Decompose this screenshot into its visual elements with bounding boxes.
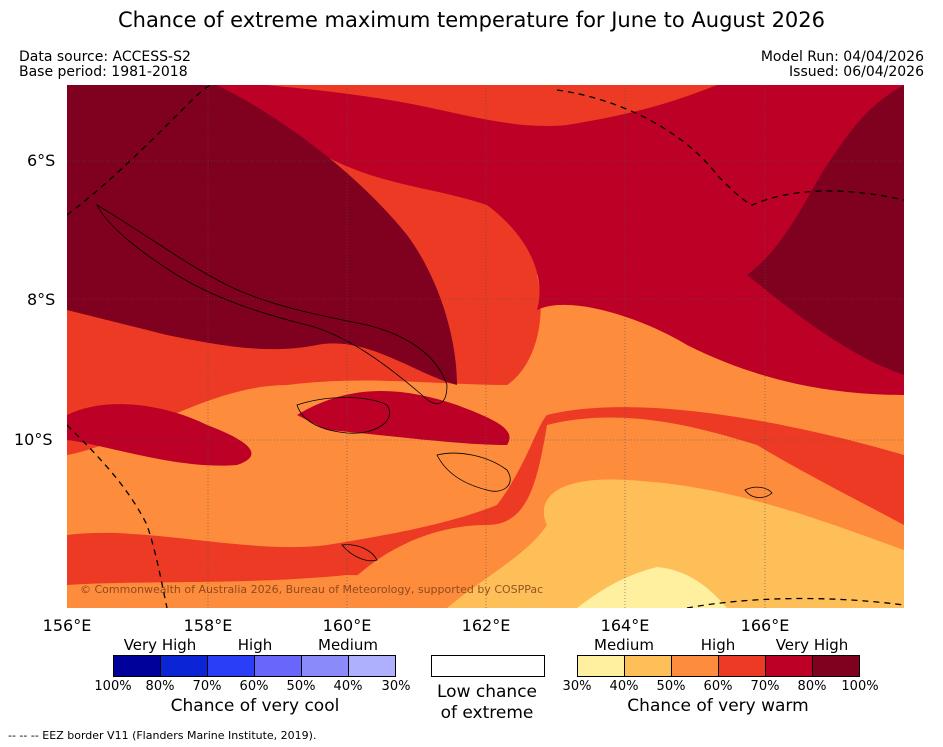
lat-label-8s: 8°S bbox=[27, 290, 56, 309]
lon-label-166e: 166°E bbox=[740, 616, 790, 635]
cool-swatch-70-80 bbox=[160, 655, 208, 677]
warm-tick-80: 80% bbox=[797, 679, 827, 694]
map-region-40-50 bbox=[447, 479, 904, 608]
base-period: Base period: 1981-2018 bbox=[19, 64, 188, 80]
warm-tick-50: 50% bbox=[656, 679, 686, 694]
eez-footnote: -- -- -- EEZ border V11 (Flanders Marine… bbox=[8, 729, 317, 742]
model-run: Model Run: 04/04/2026 bbox=[760, 49, 924, 65]
warm-cat-very-high: Very High bbox=[775, 636, 849, 654]
warm-swatch-30-40 bbox=[577, 655, 625, 677]
eez-border-east bbox=[556, 89, 904, 206]
cool-tick-70: 70% bbox=[192, 679, 222, 694]
low-chance-swatch bbox=[431, 655, 545, 677]
low-chance-line2: of extreme bbox=[440, 703, 534, 723]
solomon-islands-outline bbox=[96, 203, 448, 405]
cool-swatch-60-70 bbox=[207, 655, 255, 677]
cool-tick-80: 80% bbox=[145, 679, 175, 694]
cool-tick-100: 100% bbox=[94, 679, 132, 694]
map-title: Chance of extreme maximum temperature fo… bbox=[117, 8, 826, 32]
lon-label-164e: 164°E bbox=[600, 616, 650, 635]
warm-legend-title: Chance of very warm bbox=[627, 696, 809, 716]
warm-tick-100: 100% bbox=[841, 679, 879, 694]
lon-label-162e: 162°E bbox=[461, 616, 511, 635]
warm-swatch-80-100 bbox=[812, 655, 860, 677]
lat-label-10s: 10°S bbox=[14, 430, 53, 449]
cool-tick-60: 60% bbox=[239, 679, 269, 694]
lat-label-6s: 6°S bbox=[27, 151, 56, 170]
map-region-80-100 bbox=[67, 85, 457, 385]
probability-map bbox=[67, 85, 904, 608]
guadalcanal-outline bbox=[296, 397, 390, 434]
lon-label-160e: 160°E bbox=[322, 616, 372, 635]
cool-tick-30: 30% bbox=[381, 679, 411, 694]
map-region-70-80-west bbox=[67, 404, 252, 466]
warm-tick-70: 70% bbox=[750, 679, 780, 694]
cool-cat-very-high: Very High bbox=[123, 636, 197, 654]
meta-right: Model Run: 04/04/2026 Issued: 06/04/2026 bbox=[761, 50, 924, 80]
warm-swatch-60-70 bbox=[718, 655, 766, 677]
lon-label-156e: 156°E bbox=[42, 616, 92, 635]
map-region-70-80-central bbox=[297, 391, 510, 445]
cool-tick-50: 50% bbox=[286, 679, 316, 694]
warm-tick-30: 30% bbox=[562, 679, 592, 694]
warm-swatch-40-50 bbox=[624, 655, 672, 677]
warm-tick-60: 60% bbox=[703, 679, 733, 694]
cool-tick-40: 40% bbox=[333, 679, 363, 694]
cool-cat-high: High bbox=[237, 636, 273, 654]
makira-outline bbox=[436, 452, 511, 492]
cool-swatch-80-100 bbox=[113, 655, 161, 677]
santa-cruz-outline bbox=[744, 486, 773, 498]
map-region-30-40 bbox=[577, 567, 727, 608]
eez-border-west bbox=[67, 85, 213, 216]
warm-cat-high: High bbox=[700, 636, 736, 654]
issued-date: Issued: 06/04/2026 bbox=[789, 64, 924, 80]
cool-swatch-50-60 bbox=[254, 655, 302, 677]
lon-label-158e: 158°E bbox=[183, 616, 233, 635]
eez-border-southwest bbox=[67, 424, 168, 608]
cool-swatch-30-40 bbox=[348, 655, 396, 677]
warm-cat-medium: Medium bbox=[594, 636, 654, 654]
warm-swatch-50-60 bbox=[671, 655, 719, 677]
copyright-notice: © Commonwealth of Australia 2026, Bureau… bbox=[80, 583, 544, 596]
warm-swatch-70-80 bbox=[765, 655, 813, 677]
warm-tick-40: 40% bbox=[609, 679, 639, 694]
graticule bbox=[67, 85, 904, 608]
map-region-70-80 bbox=[67, 85, 904, 395]
meta-left: Data source: ACCESS-S2 Base period: 1981… bbox=[19, 50, 191, 80]
cool-legend-title: Chance of very cool bbox=[170, 696, 340, 716]
cool-cat-medium: Medium bbox=[318, 636, 378, 654]
rennell-outline bbox=[341, 544, 378, 562]
low-chance-line1: Low chance bbox=[437, 682, 537, 702]
data-source: Data source: ACCESS-S2 bbox=[19, 49, 191, 65]
eez-border-south bbox=[686, 597, 904, 608]
map-region-80-100-east bbox=[747, 85, 904, 375]
cool-swatch-40-50 bbox=[301, 655, 349, 677]
